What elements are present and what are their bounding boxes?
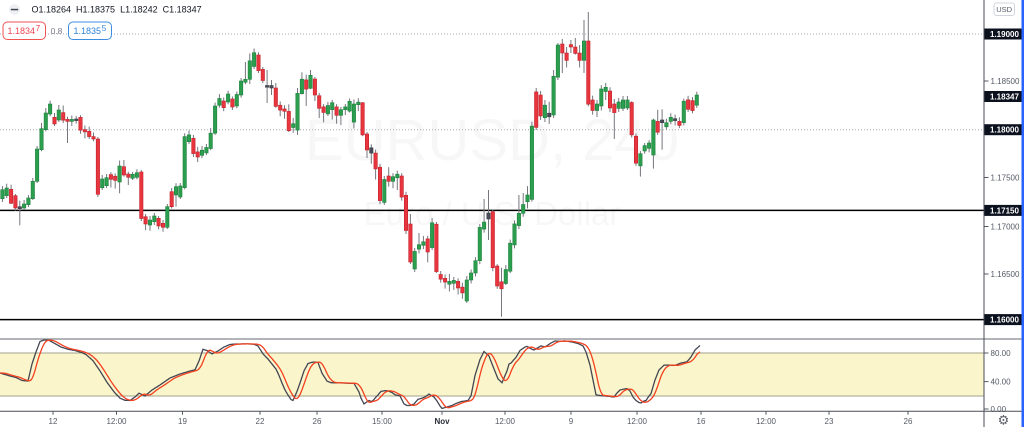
svg-text:12:00: 12:00: [627, 417, 648, 426]
svg-text:15:00: 15:00: [372, 417, 393, 426]
svg-text:1.17150: 1.17150: [990, 206, 1019, 215]
svg-text:⚙: ⚙: [998, 413, 1010, 428]
svg-text:1.19000: 1.19000: [990, 30, 1019, 39]
svg-text:O1.18264 H1.18375 L1.18242: O1.18264 H1.18375 L1.18242 C1.18347: [32, 5, 202, 15]
svg-text:22: 22: [256, 417, 265, 426]
svg-text:0.8: 0.8: [51, 26, 63, 36]
svg-text:12:00: 12:00: [495, 417, 516, 426]
svg-text:1.16500: 1.16500: [991, 270, 1020, 279]
svg-text:26: 26: [904, 417, 913, 426]
svg-text:1.18500: 1.18500: [991, 77, 1020, 86]
svg-text:12:00: 12:00: [756, 417, 777, 426]
svg-text:12:00: 12:00: [106, 417, 127, 426]
svg-text:16: 16: [697, 417, 706, 426]
svg-text:5: 5: [102, 24, 107, 33]
svg-text:19: 19: [178, 417, 187, 426]
svg-text:1.16000: 1.16000: [990, 316, 1019, 325]
svg-text:80.00: 80.00: [991, 349, 1012, 358]
svg-text:1.18347: 1.18347: [990, 92, 1019, 101]
svg-text:23: 23: [825, 417, 834, 426]
svg-text:1.17000: 1.17000: [991, 222, 1020, 231]
svg-text:26: 26: [313, 417, 322, 426]
svg-text:1.1835: 1.1835: [74, 26, 102, 36]
svg-text:7: 7: [36, 24, 41, 33]
svg-text:1.17500: 1.17500: [991, 173, 1020, 182]
svg-text:1.1834: 1.1834: [8, 26, 36, 36]
svg-text:40.00: 40.00: [991, 378, 1012, 387]
svg-text:9: 9: [569, 417, 574, 426]
svg-text:USD: USD: [996, 5, 1012, 14]
svg-text:1.18000: 1.18000: [990, 126, 1019, 135]
svg-text:Nov: Nov: [434, 417, 450, 426]
svg-text:12: 12: [49, 417, 58, 426]
